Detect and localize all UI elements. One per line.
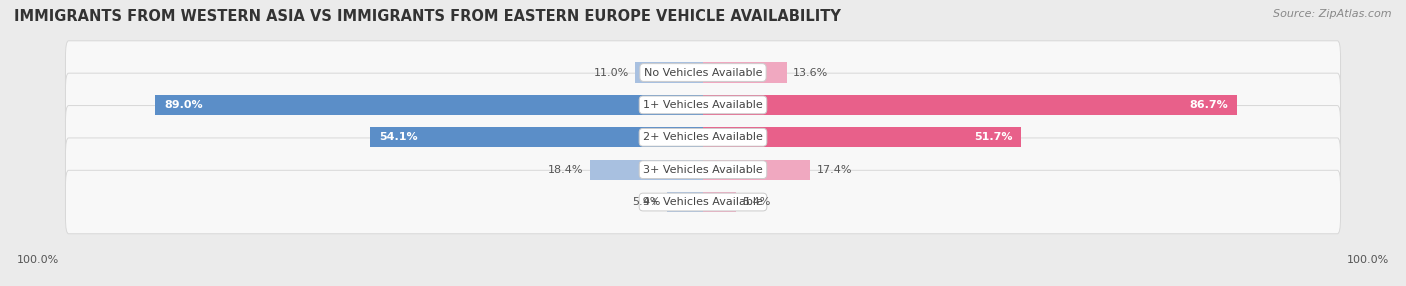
Text: 100.0%: 100.0% [1347,255,1389,265]
Text: 4+ Vehicles Available: 4+ Vehicles Available [643,197,763,207]
Text: Source: ZipAtlas.com: Source: ZipAtlas.com [1274,9,1392,19]
Text: 18.4%: 18.4% [548,165,583,175]
Bar [155,95,703,115]
Text: 89.0%: 89.0% [165,100,202,110]
Bar [703,127,1021,147]
FancyBboxPatch shape [66,138,1340,201]
Text: 13.6%: 13.6% [793,67,828,78]
Bar [703,62,787,83]
FancyBboxPatch shape [66,41,1340,104]
FancyBboxPatch shape [66,106,1340,169]
Bar [666,192,703,212]
Text: 5.9%: 5.9% [633,197,661,207]
Text: 86.7%: 86.7% [1189,100,1227,110]
Bar [703,192,737,212]
FancyBboxPatch shape [66,170,1340,234]
Text: 54.1%: 54.1% [380,132,418,142]
Text: 11.0%: 11.0% [593,67,628,78]
FancyBboxPatch shape [66,73,1340,137]
Text: 3+ Vehicles Available: 3+ Vehicles Available [643,165,763,175]
Text: 100.0%: 100.0% [17,255,59,265]
Text: IMMIGRANTS FROM WESTERN ASIA VS IMMIGRANTS FROM EASTERN EUROPE VEHICLE AVAILABIL: IMMIGRANTS FROM WESTERN ASIA VS IMMIGRAN… [14,9,841,23]
Bar [589,160,703,180]
Text: No Vehicles Available: No Vehicles Available [644,67,762,78]
Bar [703,95,1237,115]
Text: 2+ Vehicles Available: 2+ Vehicles Available [643,132,763,142]
Bar [636,62,703,83]
Text: 1+ Vehicles Available: 1+ Vehicles Available [643,100,763,110]
Bar [370,127,703,147]
Text: 51.7%: 51.7% [974,132,1012,142]
Text: 17.4%: 17.4% [817,165,852,175]
Text: 5.4%: 5.4% [742,197,770,207]
Bar [703,160,810,180]
